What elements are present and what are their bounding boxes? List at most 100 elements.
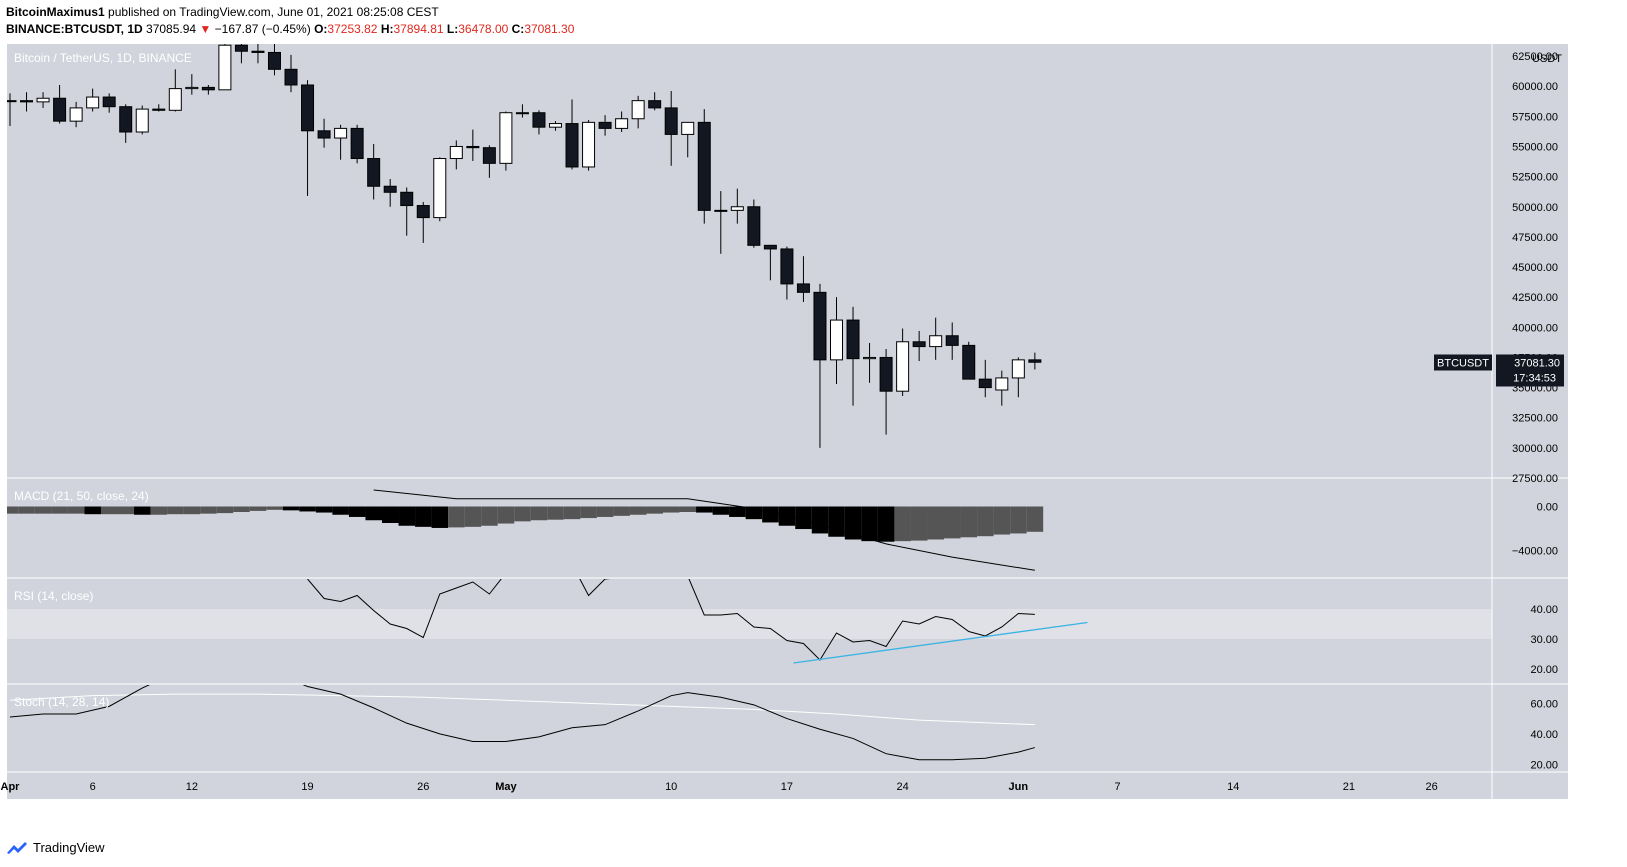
ohlc-header: BINANCE:BTCUSDT, 1D 37085.94 ▼ −167.87 (… xyxy=(6,22,574,36)
price-chart-title: Bitcoin / TetherUS, 1D, BINANCE xyxy=(14,51,192,65)
symbol-text: BINANCE:BTCUSDT, 1D xyxy=(6,22,143,36)
stoch-tick-label: 40.00 xyxy=(1530,729,1558,741)
time-tick-label: 26 xyxy=(417,781,429,793)
macd-line xyxy=(373,489,1035,571)
macd-bar xyxy=(100,506,118,515)
candle xyxy=(813,291,827,361)
macd-bar xyxy=(530,506,548,521)
macd-bar xyxy=(993,506,1011,535)
macd-bar xyxy=(150,506,168,515)
time-tick-label: 26 xyxy=(1425,781,1437,793)
price-tick-label: 32500.00 xyxy=(1512,413,1558,425)
candle xyxy=(334,127,348,139)
candle xyxy=(267,51,281,70)
candle xyxy=(367,158,381,187)
candle xyxy=(763,244,777,250)
candle xyxy=(532,112,546,128)
down-arrow-icon: ▼ xyxy=(199,22,212,36)
author-name[interactable]: BitcoinMaximus1 xyxy=(6,5,105,19)
candle xyxy=(896,341,910,392)
time-tick-label: 21 xyxy=(1343,781,1355,793)
candle xyxy=(36,97,50,103)
tradingview-logo-icon xyxy=(7,841,27,854)
candle xyxy=(383,185,397,193)
open-label: O: xyxy=(314,22,328,36)
macd-bar xyxy=(960,506,978,538)
candle xyxy=(251,50,265,53)
time-tick-label: 6 xyxy=(90,781,96,793)
macd-bar xyxy=(381,506,399,523)
candle xyxy=(168,88,182,111)
candle xyxy=(416,205,430,219)
macd-bar xyxy=(547,506,564,520)
time-tick-label: 19 xyxy=(301,781,313,793)
time-tick-label: 24 xyxy=(896,781,908,793)
time-tick-label: Apr xyxy=(1,781,21,793)
footer: TradingView xyxy=(6,840,105,855)
macd-bar xyxy=(299,506,316,512)
macd-bar xyxy=(84,506,101,515)
candle xyxy=(995,377,1009,391)
time-tick-label: 17 xyxy=(781,781,793,793)
publish-text: published on TradingView.com, June 01, 2… xyxy=(108,5,439,19)
symbol-tag-label: BTCUSDT xyxy=(1437,357,1489,369)
macd-bar xyxy=(398,506,416,526)
macd-bar xyxy=(663,506,680,513)
publish-info: BitcoinMaximus1 published on TradingView… xyxy=(6,5,439,19)
macd-bar xyxy=(894,506,911,542)
candle xyxy=(433,158,447,219)
last-price-label: 37081.30 xyxy=(1514,357,1560,369)
macd-tick-label: 0.00 xyxy=(1537,502,1558,514)
time-axis-background xyxy=(7,772,1492,799)
candle xyxy=(234,44,248,52)
macd-bar xyxy=(67,506,85,514)
macd-bar xyxy=(629,506,647,515)
candle xyxy=(466,145,480,149)
currency-label: USDT xyxy=(1532,53,1562,65)
candle xyxy=(648,100,662,109)
macd-bar xyxy=(51,506,68,514)
candle xyxy=(218,44,232,91)
candle xyxy=(565,123,579,168)
macd-bar xyxy=(514,506,531,522)
macd-bar xyxy=(415,506,432,527)
price-tick-label: 60000.00 xyxy=(1512,81,1558,93)
candle xyxy=(1028,359,1042,363)
macd-bar xyxy=(134,506,151,515)
price-tick-label: 47500.00 xyxy=(1512,232,1558,244)
macd-bar xyxy=(448,506,465,528)
price-axis-background xyxy=(1492,44,1568,799)
macd-bar xyxy=(944,506,961,539)
candle xyxy=(482,147,496,164)
macd-bar xyxy=(431,506,449,528)
last-price-tag xyxy=(1496,354,1564,387)
candle xyxy=(631,100,645,120)
macd-bar xyxy=(282,506,300,511)
macd-bar xyxy=(1026,506,1044,532)
candle xyxy=(400,191,414,207)
candle xyxy=(697,121,711,211)
candle xyxy=(830,319,843,361)
rsi-title: RSI (14, close) xyxy=(14,589,93,603)
brand-name[interactable]: TradingView xyxy=(33,840,105,855)
low-value: 36478.00 xyxy=(458,22,509,36)
candle xyxy=(681,121,695,135)
price-tick-label: 52500.00 xyxy=(1512,172,1558,184)
plot-background xyxy=(7,44,1492,772)
candle xyxy=(86,96,100,109)
macd-bar xyxy=(348,506,366,517)
macd-bar xyxy=(861,506,878,542)
macd-bar xyxy=(745,506,763,520)
macd-bar xyxy=(679,506,697,512)
time-tick-label: 7 xyxy=(1114,781,1120,793)
rsi-tick-label: 40.00 xyxy=(1530,604,1558,616)
macd-bar xyxy=(7,506,19,514)
macd-bar xyxy=(365,506,382,521)
macd-bar xyxy=(117,506,135,515)
macd-bar xyxy=(18,506,35,514)
symbol-price-tag xyxy=(1434,354,1492,371)
candle xyxy=(284,68,298,86)
candle xyxy=(119,106,133,133)
open-value: 37253.82 xyxy=(327,22,378,36)
